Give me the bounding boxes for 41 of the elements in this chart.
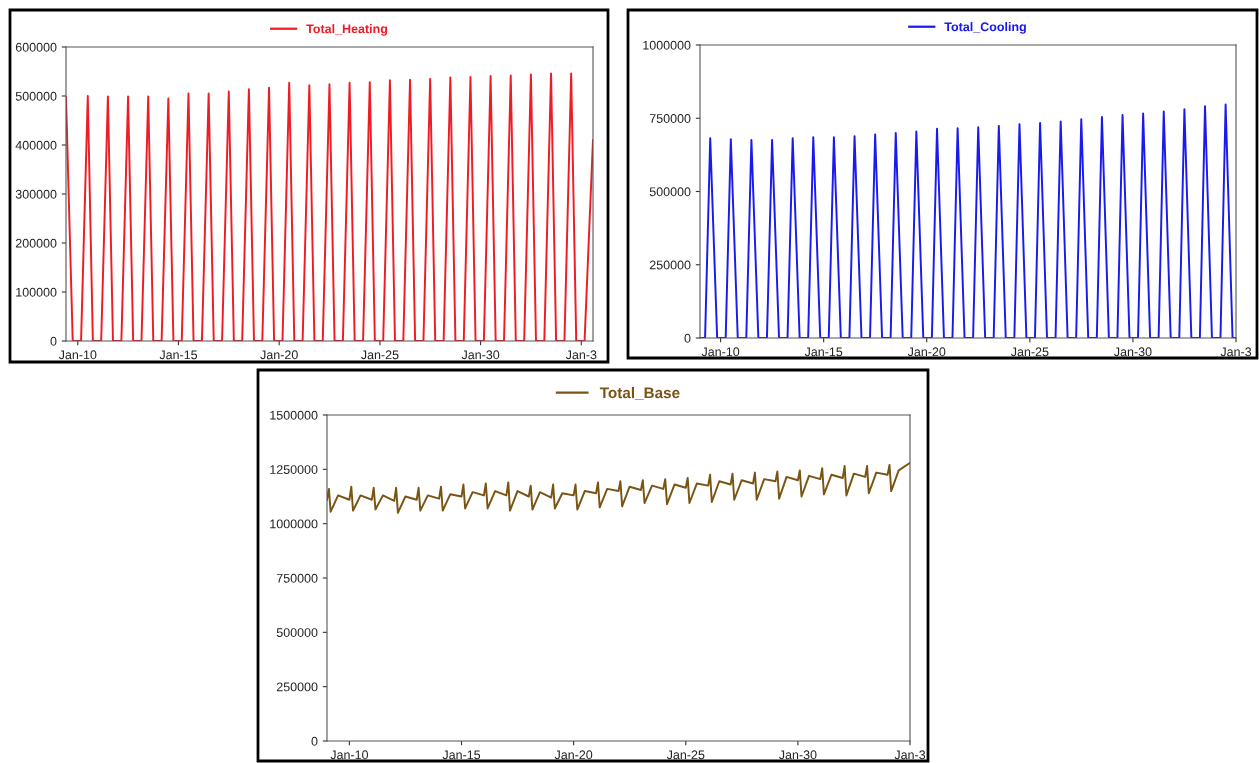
x-tick-label: Jan-3 (1220, 347, 1252, 357)
y-tick-label: 400000 (15, 140, 57, 150)
x-tick-label: Jan-3 (894, 750, 926, 760)
y-tick-label: 1000000 (270, 519, 318, 529)
y-tick-label: 1000000 (643, 40, 691, 50)
x-tick-label: Jan-10 (330, 750, 369, 760)
x-tick-label: Jan-15 (159, 350, 198, 360)
x-tick-label: Jan-10 (701, 347, 740, 357)
x-tick-label: Jan-20 (554, 750, 593, 760)
x-tick-label: Jan-30 (1114, 347, 1152, 357)
y-tick-label: 0 (311, 736, 318, 746)
line-series (327, 461, 910, 514)
y-tick-label: 300000 (15, 189, 57, 199)
y-tick-label: 600000 (15, 42, 57, 52)
legend-label: Total_Heating (306, 24, 388, 36)
y-tick-label: 1500000 (270, 410, 318, 420)
legend-label: Total_Cooling (944, 22, 1026, 34)
y-tick-label: 200000 (15, 238, 57, 248)
x-tick-label: Jan-20 (907, 347, 946, 357)
x-tick-label: Jan-15 (804, 347, 843, 357)
y-tick-label: 250000 (649, 260, 691, 270)
x-tick-label: Jan-30 (461, 350, 500, 360)
y-tick-label: 500000 (15, 91, 57, 101)
x-tick-label: Jan-25 (666, 750, 705, 760)
y-tick-label: 750000 (649, 114, 691, 123)
x-tick-label: Jan-10 (58, 350, 97, 360)
legend-label: Total_Base (599, 387, 680, 400)
x-tick-label: Jan-25 (1010, 347, 1049, 357)
y-tick-label: 0 (50, 336, 57, 346)
x-tick-label: Jan-30 (778, 750, 817, 760)
x-tick-label: Jan-25 (361, 350, 399, 360)
x-tick-label: Jan-20 (260, 350, 298, 360)
y-tick-label: 500000 (276, 628, 318, 637)
x-tick-label: Jan-15 (442, 750, 481, 760)
y-tick-label: 250000 (276, 682, 318, 692)
x-tick-label: Jan-3 (565, 350, 597, 360)
y-tick-label: 1250000 (270, 465, 318, 474)
y-tick-label: 100000 (16, 287, 57, 297)
y-tick-label: 500000 (649, 187, 691, 197)
y-tick-label: 0 (684, 333, 691, 343)
y-tick-label: 750000 (276, 573, 318, 583)
